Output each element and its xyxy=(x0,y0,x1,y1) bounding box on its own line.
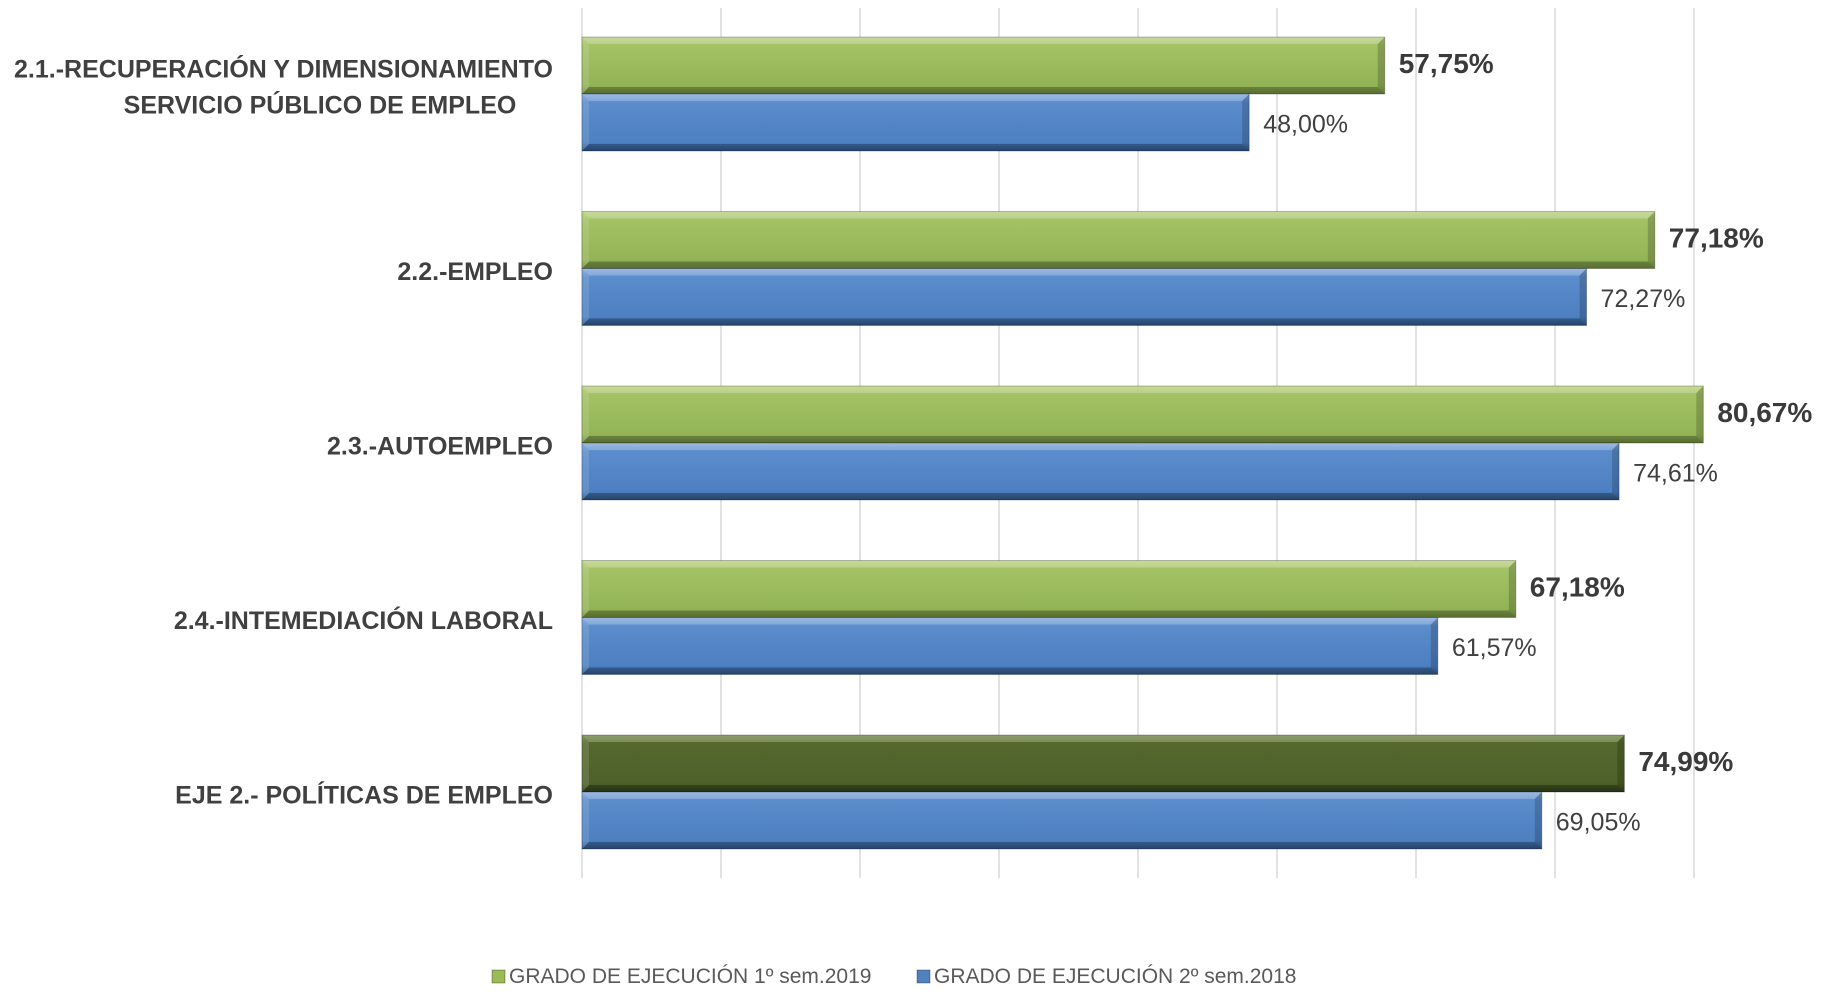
bar-series-1-cat-2 xyxy=(581,211,1656,269)
value-label-series-1-cat-1: 57,75% xyxy=(1399,48,1494,79)
value-label-series-2-cat-1: 48,00% xyxy=(1263,111,1348,139)
bar-series-2-cat-2 xyxy=(581,268,1588,326)
bar-series-2-cat-1 xyxy=(581,93,1250,152)
legend-item-2: GRADO DE EJECUCIÓN 2º sem.2018 xyxy=(916,965,1296,988)
value-label-series-2-cat-2: 72,27% xyxy=(1601,285,1686,313)
category-label-3: 2.3.-AUTOEMPLEO xyxy=(327,433,553,461)
legend: GRADO DE EJECUCIÓN 1º sem.2019 GRADO DE E… xyxy=(491,965,1296,988)
value-label-series-2-cat-5: 69,05% xyxy=(1556,809,1641,837)
legend-swatch xyxy=(491,969,506,984)
value-label-series-1-cat-4: 67,18% xyxy=(1530,571,1625,602)
value-label-series-1-cat-5: 74,99% xyxy=(1638,746,1733,777)
category-label-5: EJE 2.- POLÍTICAS DE EMPLEO xyxy=(175,781,553,810)
value-label-series-1-cat-2: 77,18% xyxy=(1669,222,1764,253)
bar-series-1-cat-4 xyxy=(581,560,1517,618)
category-label-1-line-2: SERVICIO PÚBLICO DE EMPLEO xyxy=(124,90,517,120)
bar-series-1-cat-3 xyxy=(581,385,1704,444)
value-labels: 57,75% 48,00% 77,18% 72,27% 80,67% 74,61% 67,1… xyxy=(1263,48,1812,837)
legend-item-1: GRADO DE EJECUCIÓN 1º sem.2019 xyxy=(491,965,871,988)
bar-series-2-cat-3 xyxy=(581,442,1620,501)
value-label-series-1-cat-3: 80,67% xyxy=(1717,397,1812,428)
legend-label: GRADO DE EJECUCIÓN 2º sem.2018 xyxy=(934,965,1296,988)
value-label-series-2-cat-4: 61,57% xyxy=(1452,634,1537,662)
value-label-series-2-cat-3: 74,61% xyxy=(1633,460,1718,488)
category-label-4: 2.4.-INTEMEDIACIÓN LABORAL xyxy=(174,605,553,635)
bar-series-1-cat-5 xyxy=(581,734,1625,793)
bar-series-1-cat-1 xyxy=(581,36,1386,95)
bars xyxy=(581,36,1704,850)
legend-label: GRADO DE EJECUCIÓN 1º sem.2019 xyxy=(509,965,871,988)
category-label-2: 2.2.-EMPLEO xyxy=(397,258,553,286)
bar-series-2-cat-5 xyxy=(581,791,1543,850)
legend-swatch xyxy=(916,969,931,984)
category-label-1-line-1: 2.1.-RECUPERACIÓN Y DIMENSIONAMIENTO xyxy=(14,54,553,84)
bar-series-2-cat-4 xyxy=(581,617,1439,675)
category-labels: 2.1.-RECUPERACIÓN Y DIMENSIONAMIENTO SERV… xyxy=(14,54,553,810)
